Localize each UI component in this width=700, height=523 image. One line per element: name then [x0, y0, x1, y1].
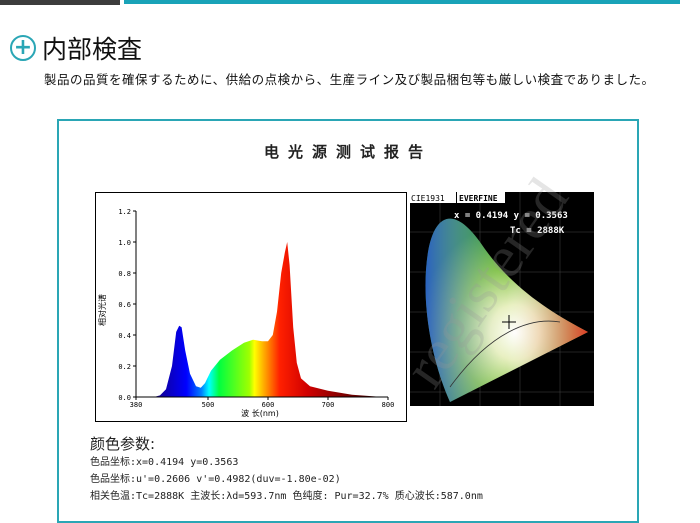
plus-circle-icon: +: [10, 35, 36, 61]
crosshair-icon: [502, 315, 516, 329]
spectrum-area: [136, 242, 388, 397]
x-tick-label: 800: [382, 401, 395, 409]
y-tick-label: 0.4: [118, 332, 131, 340]
y-axis-label: 相对光谱: [97, 294, 107, 326]
y-tick-label: 0.2: [118, 363, 131, 371]
y-tick-label: 1.2: [118, 208, 131, 216]
y-tick-label: 0.8: [118, 270, 131, 278]
x-tick-label: 500: [202, 401, 215, 409]
x-tick-label: 380: [130, 401, 143, 409]
x-tick-label: 600: [262, 401, 275, 409]
cie-brand: EVERFINE: [459, 194, 498, 203]
section-description: 製品の品質を確保するために、供給の点検から、生産ライン及び製品梱包等も厳しい検査…: [44, 72, 655, 87]
x-tick-label: 700: [322, 401, 335, 409]
x-axis-label: 波 长(nm): [241, 408, 279, 418]
y-tick-label: 1.0: [118, 239, 131, 247]
header-bar-dark: [0, 0, 120, 5]
cie-diagram: CIE1931 EVERFINE x = 0.4194 y = 0.3563 T…: [410, 192, 594, 406]
spectrum-chart: 0.0 0.2 0.4 0.6 0.8 1.0 1.2 380 500 600 700 800 相对光…: [95, 192, 407, 422]
y-tick-label: 0.6: [118, 301, 131, 309]
header-bar-accent: [124, 0, 680, 4]
report-title: 电光源测试报告: [263, 143, 432, 161]
params-line-xy: 色品坐标:x=0.4194 y=0.3563: [90, 457, 239, 468]
cie-label: CIE1931: [411, 194, 445, 203]
cie-xy-readout: x = 0.4194 y = 0.3563: [454, 211, 568, 221]
y-tick-label: 0.0: [118, 394, 131, 402]
params-line-tc: 相关色温:Tc=2888K 主波长:λd=593.7nm 色纯度: Pur=32…: [90, 491, 483, 502]
section-title: 内部検査: [42, 35, 143, 64]
cie-tc-readout: Tc = 2888K: [510, 226, 565, 236]
params-line-uv: 色品坐标:u'=0.2606 v'=0.4982(duv=-1.80e-02): [90, 474, 341, 485]
params-title: 颜色参数:: [90, 435, 156, 453]
color-parameters: 颜色参数: 色品坐标:x=0.4194 y=0.3563 色品坐标:u'=0.2…: [90, 434, 483, 505]
